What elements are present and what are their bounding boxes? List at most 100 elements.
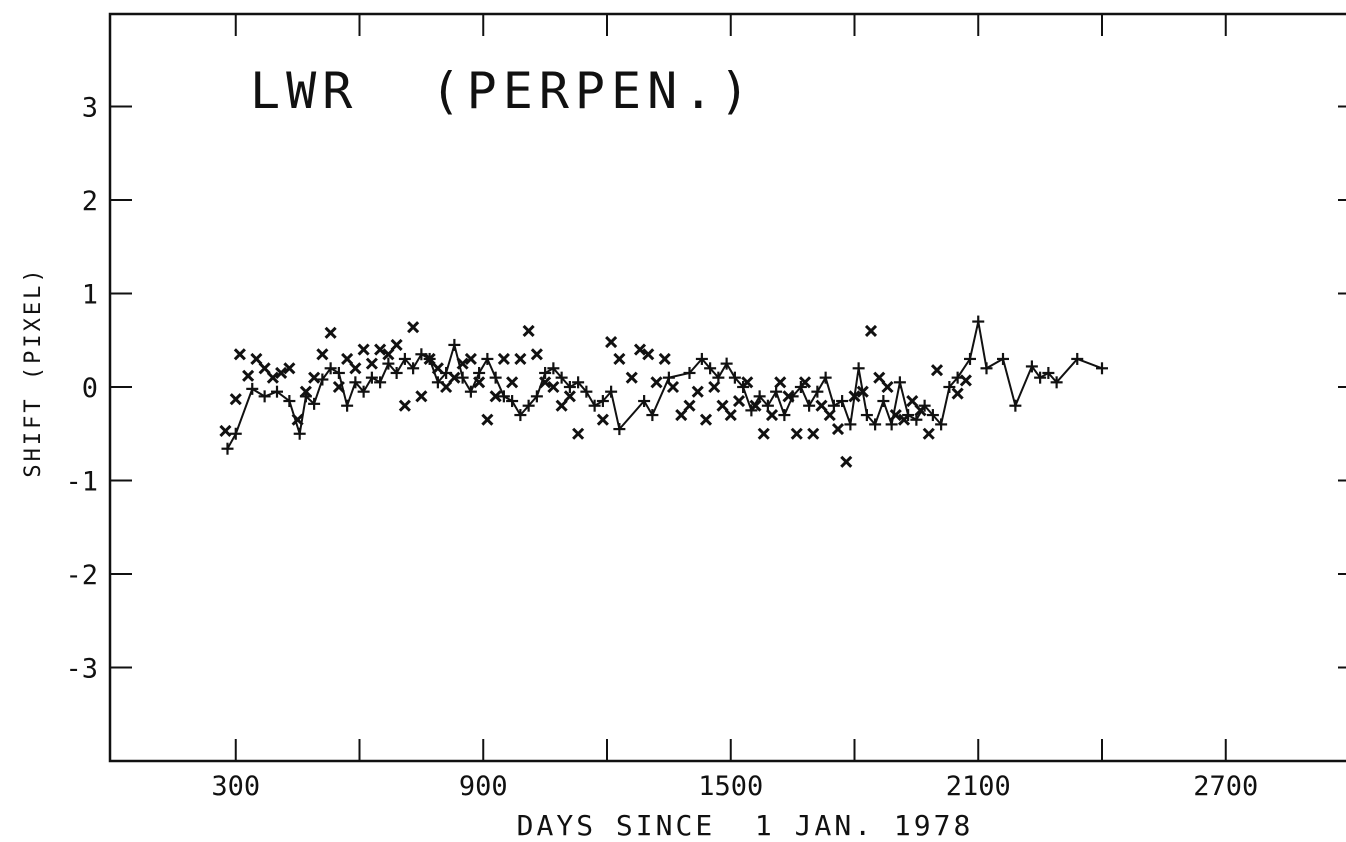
x-marker (563, 390, 576, 403)
x-marker (423, 352, 436, 366)
x-marker (374, 343, 387, 356)
x-marker (398, 399, 411, 412)
plus-marker (506, 395, 519, 408)
x-marker (233, 348, 246, 361)
plus-marker (365, 371, 378, 384)
plus-marker (221, 442, 234, 455)
x-marker (906, 394, 919, 408)
plus-marker (943, 381, 956, 393)
x-marker (464, 352, 477, 366)
x-marker (658, 352, 671, 366)
y-tick-label: -3 (65, 654, 98, 685)
plus-marker (530, 390, 543, 403)
x-marker (807, 427, 820, 440)
x-marker (815, 399, 828, 412)
plus-marker (1071, 352, 1084, 365)
plus-marker (997, 352, 1009, 365)
plus-marker (877, 395, 890, 408)
plus-marker (258, 390, 271, 403)
x-marker (724, 408, 737, 422)
x-marker (691, 385, 704, 398)
x-marker (914, 404, 927, 417)
x-marker (291, 413, 304, 426)
x-marker (415, 390, 428, 403)
plus-marker (683, 366, 696, 379)
x-marker (572, 427, 585, 440)
plus-marker (324, 362, 337, 375)
plus-marker (349, 376, 362, 389)
x-marker (242, 369, 255, 382)
x-marker (774, 376, 787, 389)
plus-marker (964, 352, 976, 365)
y-axis-title: SHIFT (PIXEL) (21, 266, 46, 477)
x-marker (324, 326, 337, 339)
x-marker (930, 364, 944, 377)
x-marker (357, 343, 370, 356)
x-marker (873, 371, 886, 384)
plus-marker (720, 357, 733, 370)
plus-marker (728, 371, 741, 384)
chart-title: LWR (PERPEN.) (250, 62, 755, 120)
x-marker (229, 393, 242, 406)
x-marker (749, 399, 762, 412)
plus-marker (481, 352, 494, 365)
y-tick-label: -2 (65, 560, 98, 591)
x-marker (699, 413, 713, 426)
plus-marker (844, 418, 857, 431)
plus-marker (1050, 376, 1063, 389)
x-marker (308, 371, 321, 384)
y-tick-label: 0 (82, 373, 98, 404)
plus-marker (539, 366, 552, 379)
x-marker (765, 408, 779, 422)
x-marker (675, 408, 688, 422)
plus-marker (704, 362, 717, 375)
plus-marker (935, 418, 948, 431)
y-tick-label: 2 (82, 186, 98, 217)
plus-marker (860, 409, 873, 422)
plus-marker (448, 338, 461, 351)
plus-marker (596, 395, 609, 408)
markers-group (219, 315, 1108, 468)
plus-marker (1042, 366, 1055, 379)
x-marker (489, 390, 502, 403)
x-marker (332, 380, 345, 394)
x-marker (497, 352, 510, 366)
x-marker (650, 376, 663, 389)
plus-marker (803, 399, 816, 412)
plus-marker (778, 409, 791, 422)
x-tick-label: 300 (211, 771, 260, 802)
plus-marker (407, 362, 420, 375)
plus-marker (246, 382, 259, 395)
x-marker (555, 399, 568, 412)
plus-marker (613, 423, 626, 436)
x-marker (642, 348, 655, 361)
y-tick-label: 3 (82, 93, 98, 124)
plus-marker (605, 385, 618, 398)
plus-marker (1034, 371, 1047, 384)
x-marker (864, 324, 878, 337)
plus-marker (563, 381, 576, 393)
x-marker (683, 399, 696, 412)
x-marker (258, 362, 271, 375)
x-marker (840, 455, 853, 468)
x-marker (798, 376, 812, 389)
x-marker (530, 348, 543, 361)
x-marker (951, 387, 964, 400)
x-marker (823, 408, 836, 422)
plus-marker (893, 376, 906, 389)
plus-marker (473, 366, 486, 379)
x-marker (275, 366, 288, 380)
x-marker (547, 380, 560, 394)
x-marker (625, 371, 638, 384)
plus-marker (316, 373, 329, 386)
x-tick-label: 2700 (1193, 771, 1258, 802)
x-marker (732, 394, 746, 408)
x-tick-label: 2100 (946, 771, 1011, 802)
x-marker (349, 362, 362, 375)
plus-marker (572, 376, 585, 389)
x-marker (613, 352, 626, 366)
plus-marker (522, 399, 535, 412)
x-marker (922, 427, 935, 440)
plus-marker (308, 397, 321, 410)
